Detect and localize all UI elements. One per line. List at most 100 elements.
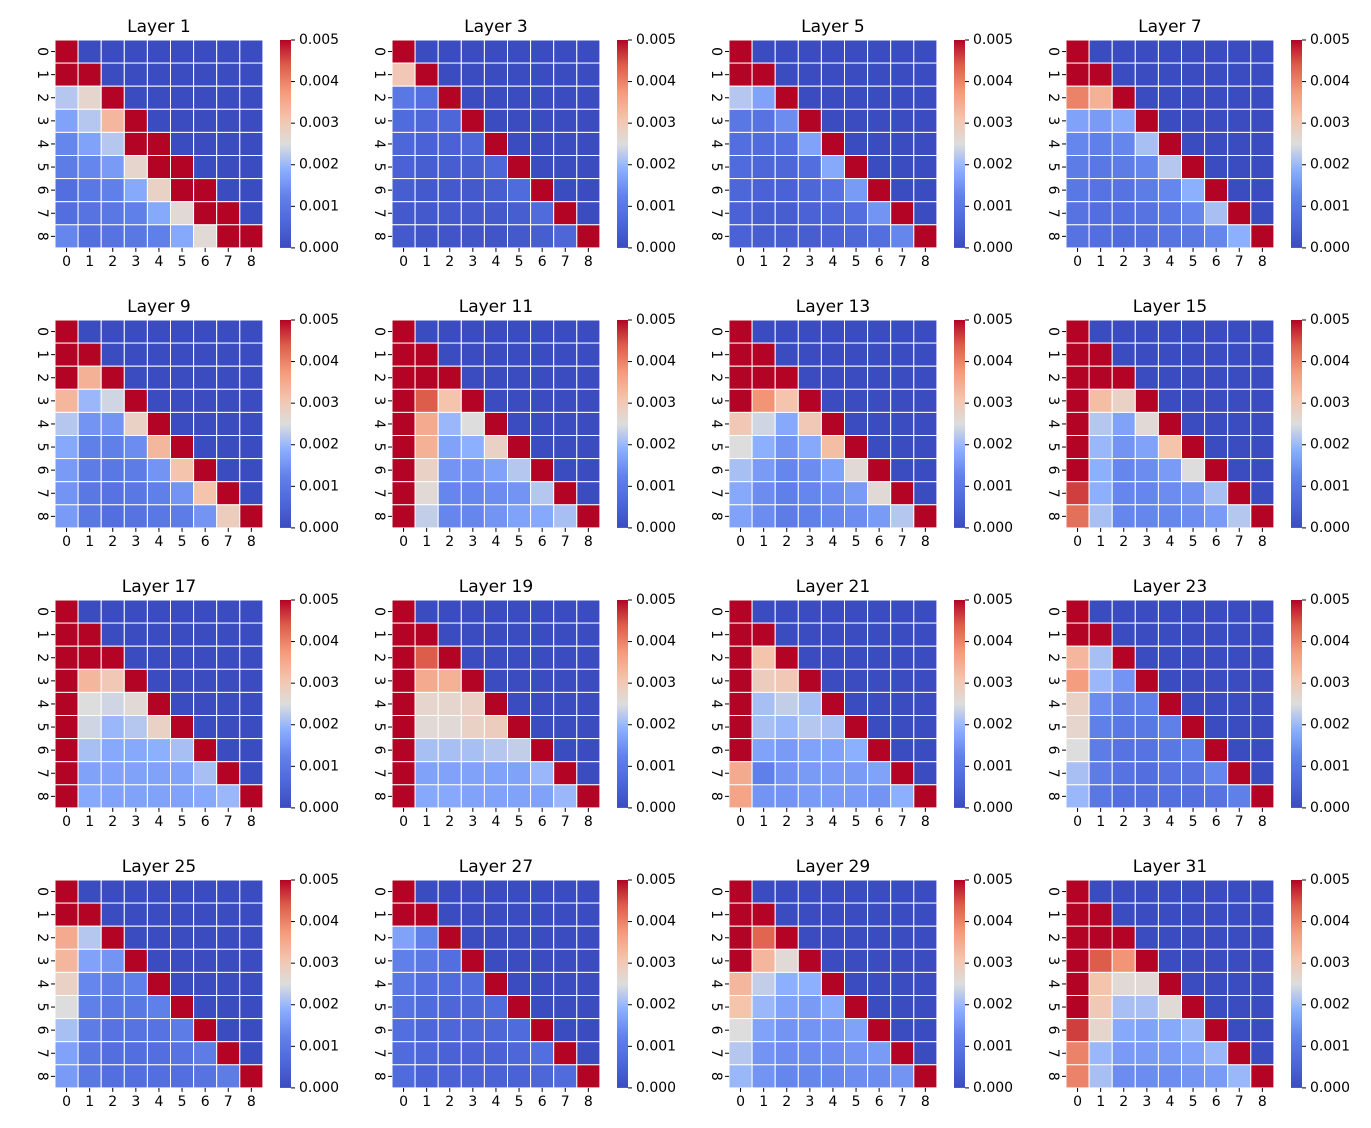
heatmap-cell [391,458,416,483]
heatmap-cell [146,668,171,693]
heatmap-cell [77,784,102,809]
y-tick-label: 5 [708,443,724,452]
heatmap-cell [507,738,532,763]
heatmap-cell [1157,365,1183,390]
heatmap-cell [414,85,439,110]
heatmap-cell [507,131,532,156]
heatmap-cell [123,108,148,133]
heatmap-cell [54,691,79,717]
heatmap-cell [1204,784,1229,809]
heatmap-cell [1065,319,1090,344]
x-tick-label: 0 [1073,534,1082,550]
x-tick-label: 2 [445,534,454,550]
x-tick-label: 1 [759,814,768,830]
heatmap-cell [1134,879,1159,904]
heatmap-cell [890,85,915,110]
panel-title: Layer 13 [796,297,870,317]
heatmap-cell [239,622,264,647]
heatmap-cell [1227,85,1252,110]
heatmap-cell [460,85,485,110]
heatmap-cell [1227,738,1252,763]
heatmap-cell [414,738,439,763]
heatmap-cell [216,365,241,390]
heatmap-cell [216,178,241,203]
heatmap-cell [100,622,125,647]
colorbar-tick-label: 0.003 [299,115,339,131]
heatmap-cell [576,201,601,226]
x-tick-label: 0 [736,1094,745,1110]
heatmap-cell [553,622,578,647]
heatmap-cell [239,971,264,997]
colorbar-tick-label: 0.003 [973,115,1013,131]
heatmap-cell [1088,995,1113,1020]
heatmap-cell [1134,108,1159,133]
heatmap-cell [890,365,915,390]
x-tick-label: 7 [224,534,233,550]
heatmap-cell [77,178,102,203]
heatmap-cell [890,108,915,133]
heatmap-cell [216,902,241,927]
heatmap-cell [170,458,195,483]
heatmap-cell [460,995,485,1020]
x-tick-label: 5 [178,254,187,270]
heatmap-cell [460,645,485,670]
heatmap-cell [54,504,79,529]
heatmap-cell [553,948,578,973]
heatmap-cell [728,925,753,950]
heatmap-cell [437,925,462,950]
heatmap-cell [530,668,555,693]
heatmap-cell [844,178,869,203]
heatmap-cell [437,155,462,180]
heatmap-cell [146,645,171,670]
heatmap-cell [1088,645,1113,670]
heatmap-cell [414,131,439,156]
heatmap-cell [239,504,264,529]
heatmap-cell [123,342,148,367]
heatmap-cell [54,458,79,483]
y-tick-label: 0 [34,327,50,336]
heatmap-cell [437,645,462,670]
heatmap-cell [1204,62,1229,87]
heatmap-cell [1065,879,1090,904]
y-tick-label: 3 [708,676,724,685]
heatmap-cell [414,1018,439,1043]
heatmap-cell [728,155,753,180]
x-tick-label: 6 [201,814,210,830]
heatmap-cell [728,504,753,529]
heatmap-cell [576,411,601,436]
heatmap-cell [844,342,869,367]
heatmap-cell [507,879,532,904]
heatmap-cell [123,925,148,950]
heatmap-cell [193,902,218,927]
colorbar [954,880,965,1088]
heatmap-cell [414,784,439,809]
heatmap-cell [1227,1018,1252,1043]
x-tick-label: 5 [852,814,861,830]
heatmap-cell [100,948,125,973]
heatmap-cell [1204,599,1229,624]
x-tick-label: 5 [852,254,861,270]
heatmap-cell [1250,342,1275,367]
heatmap-cell [797,1041,822,1066]
heatmap-cell [54,995,79,1020]
heatmap-cell [867,879,892,904]
y-tick-label: 6 [34,746,50,755]
heatmap-cell [1181,108,1206,133]
x-tick-label: 2 [445,1094,454,1110]
heatmap-cell [100,411,125,436]
y-tick-label: 4 [708,139,724,148]
heatmap-cell [146,504,171,529]
heatmap-cell [170,319,195,344]
heatmap-cell [239,319,264,344]
heatmap-cell [1157,599,1183,624]
heatmap-panel: Layer 130 1 2 3 4 5 6 7 80123456780.0000.0010.00… [708,297,1013,550]
heatmap-cell [1111,108,1136,133]
heatmap-cell [1088,224,1113,249]
heatmap-cell [867,715,892,740]
heatmap-cell [820,715,846,740]
heatmap-cell [391,645,416,670]
heatmap-cell [844,1018,869,1043]
heatmap-cell [844,1041,869,1066]
heatmap-cell [751,201,776,226]
heatmap-cell [1088,599,1113,624]
